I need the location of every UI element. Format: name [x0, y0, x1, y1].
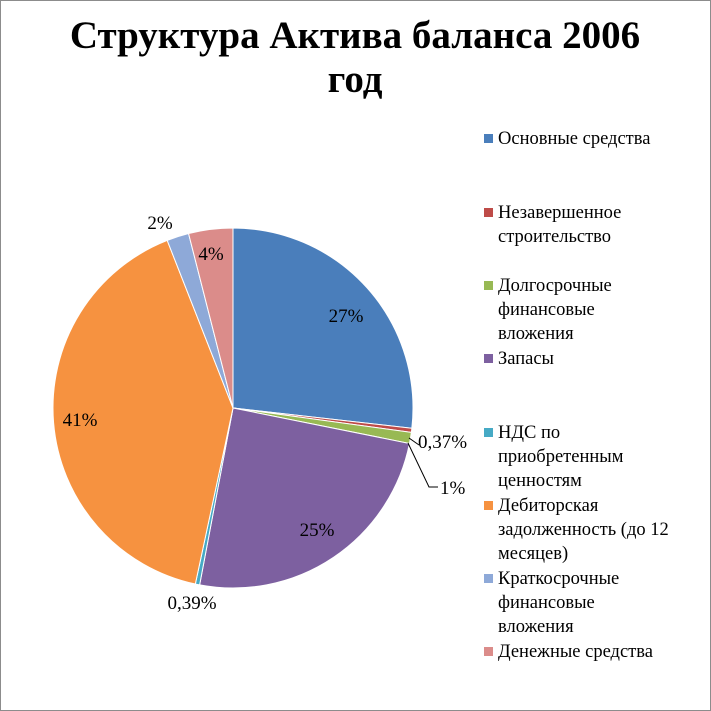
legend-label: Запасы	[498, 347, 554, 371]
leader-line-3	[407, 442, 438, 488]
legend-label: Основные средства	[498, 127, 650, 151]
legend-swatch	[484, 208, 493, 217]
legend-label-line: Запасы	[498, 349, 554, 369]
chart-title-line-1: Структура Актива баланса 2006	[69, 14, 641, 57]
legend-label-line: задолженность (до 12	[498, 520, 669, 540]
legend-item-6: Дебиторская задолженность (до 12 месяцев)	[484, 494, 704, 566]
legend-label: Незавершенное строительство	[498, 201, 621, 249]
pie-slice-6	[52, 239, 234, 585]
legend-label-line: Денежные средства	[498, 642, 653, 662]
legend-label: Долгосрочные финансовые вложения	[498, 274, 612, 346]
legend-label: Дебиторская задолженность (до 12 месяцев)	[498, 494, 669, 566]
legend-label-line: вложения	[498, 617, 574, 637]
legend-label-line: Дебиторская	[498, 496, 599, 516]
legend-item-2: Незавершенное строительство	[484, 201, 704, 249]
chart-title-line-2: год	[327, 58, 383, 101]
legend-item-4: Запасы	[484, 347, 704, 371]
legend-item-5: НДС по приобретенным ценностям	[484, 421, 704, 493]
legend-item-3: Долгосрочные финансовые вложения	[484, 274, 704, 346]
data-label-3: 1%	[440, 478, 466, 499]
data-label-6: 41%	[63, 410, 98, 431]
legend-swatch	[484, 574, 493, 583]
pie-slice-8	[187, 227, 234, 409]
legend-label-line: Краткосрочные	[498, 569, 620, 589]
data-label-4: 25%	[300, 520, 335, 541]
pie-slice-4	[199, 407, 411, 589]
legend-label: НДС по приобретенным ценностям	[498, 421, 623, 493]
legend-label-line: Долгосрочные	[498, 276, 612, 296]
legend-label-line: месяцев)	[498, 544, 569, 564]
legend-label: Краткосрочные финансовые вложения	[498, 567, 619, 639]
legend-swatch	[484, 281, 493, 290]
data-label-8: 4%	[198, 244, 224, 265]
legend-label-line: Основные средства	[498, 129, 651, 149]
legend-label-line: строительство	[498, 227, 612, 247]
pie-slice-1	[232, 227, 414, 429]
legend-swatch	[484, 501, 493, 510]
data-label-1: 27%	[329, 306, 364, 327]
legend-label-line: финансовые	[498, 593, 595, 613]
legend-item-1: Основные средства	[484, 127, 704, 151]
leader-line-2	[408, 437, 420, 446]
data-label-5: 0,39%	[167, 593, 216, 614]
legend-label-line: вложения	[498, 324, 574, 344]
legend-swatch	[484, 647, 493, 656]
legend-label-line: ценностям	[498, 471, 582, 491]
legend-label-line: Незавершенное	[498, 203, 622, 223]
data-label-7: 2%	[147, 213, 173, 234]
legend-swatch	[484, 354, 493, 363]
data-label-2: 0,37%	[418, 432, 467, 453]
legend-swatch	[484, 428, 493, 437]
legend-item-8: Денежные средства	[484, 640, 704, 664]
chart-title: Структура Актива баланса 2006 год	[20, 14, 690, 102]
legend-item-7: Краткосрочные финансовые вложения	[484, 567, 704, 639]
legend-label-line: приобретенным	[498, 447, 624, 467]
legend-label-line: НДС по	[498, 423, 561, 443]
legend-swatch	[484, 134, 493, 143]
legend-label: Денежные средства	[498, 640, 653, 664]
legend-label-line: финансовые	[498, 300, 595, 320]
